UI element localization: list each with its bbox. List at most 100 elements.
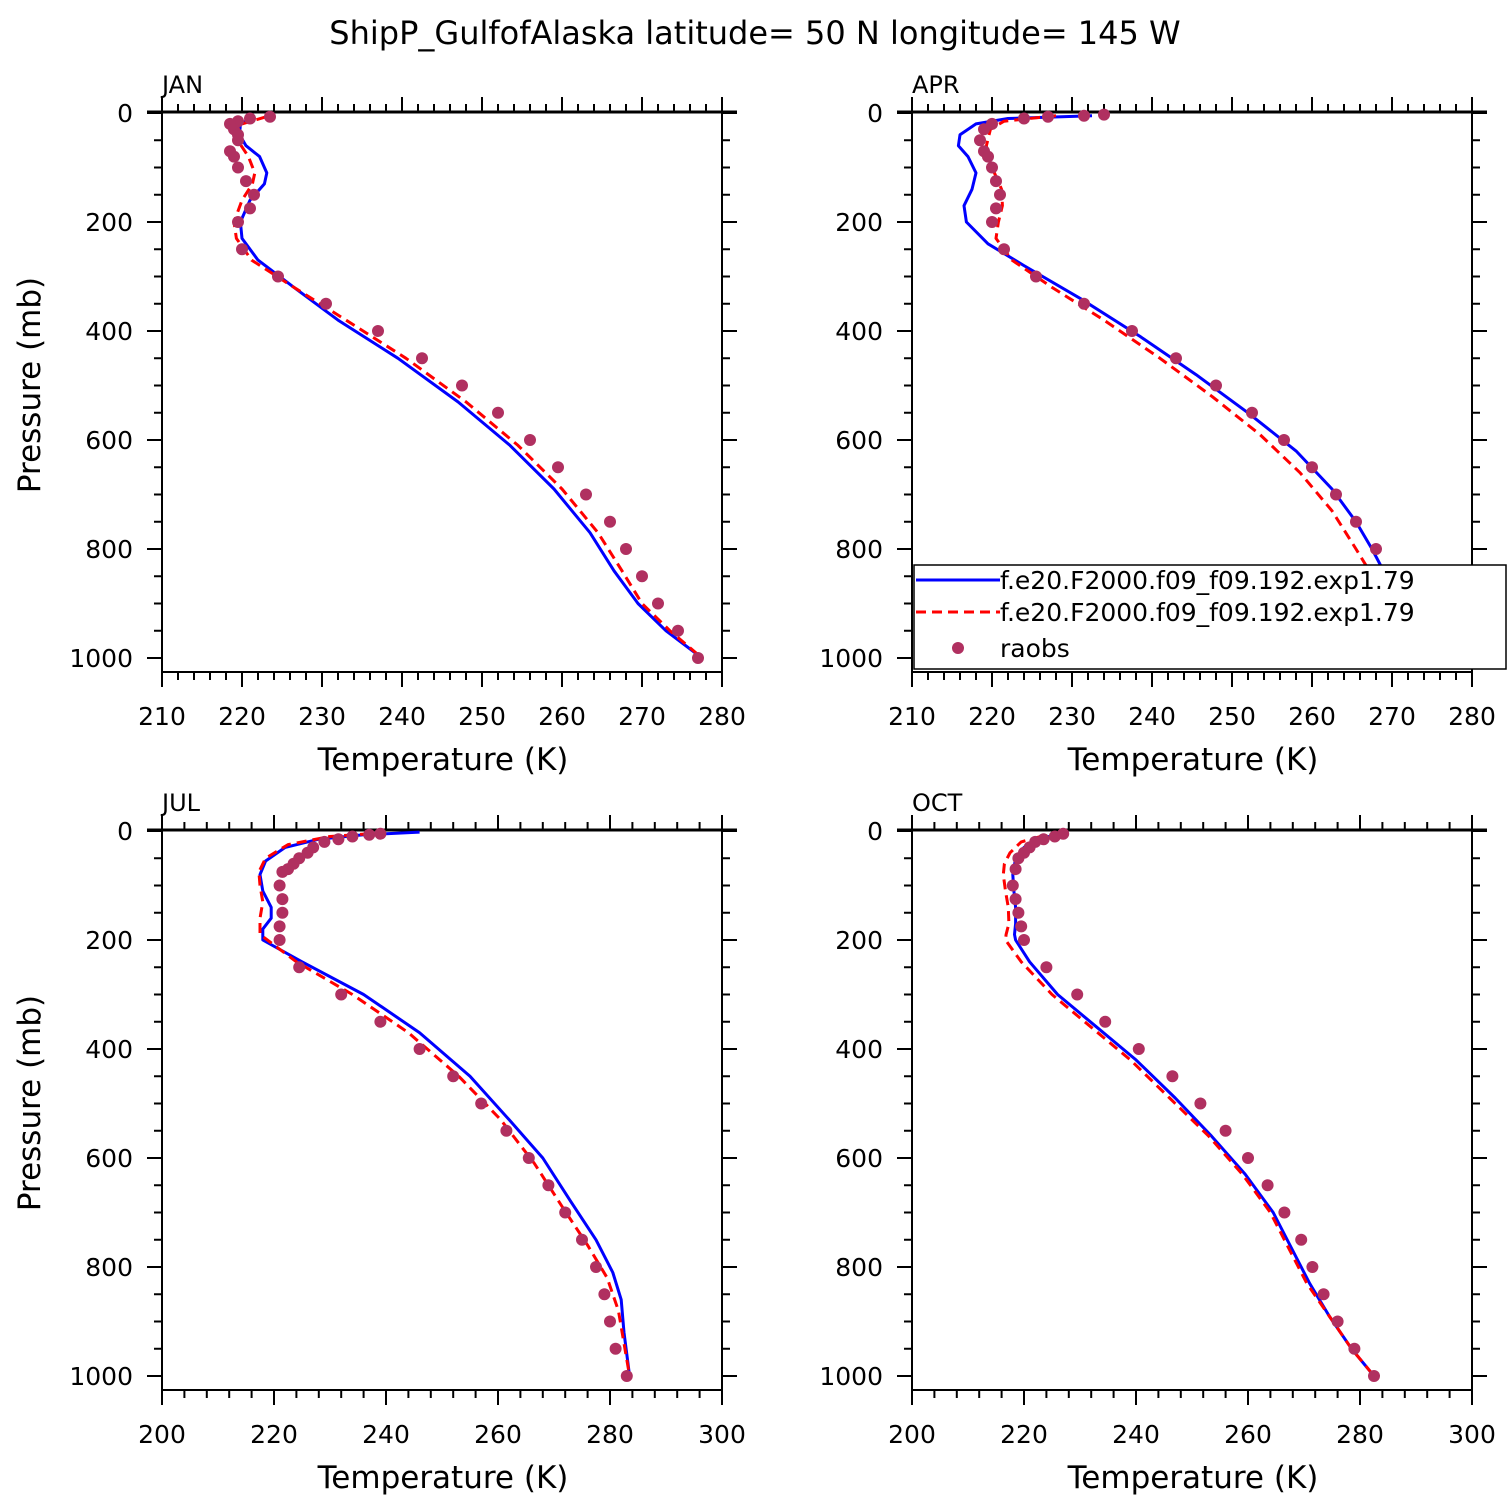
y-tick-label: 600: [85, 1144, 133, 1173]
y-tick-label: 800: [85, 1253, 133, 1282]
x-tick-label: 240: [1128, 702, 1176, 731]
y-tick-label: 0: [117, 99, 133, 128]
raobs-point: [620, 1370, 633, 1382]
raobs-point: [1242, 1152, 1254, 1164]
raobs-point: [1078, 109, 1090, 122]
x-tick-label: 270: [1368, 702, 1416, 731]
raobs-point: [320, 297, 332, 310]
raobs-point: [1018, 934, 1030, 946]
x-axis-label: Temperature (K): [1067, 742, 1319, 778]
raobs-point: [1015, 920, 1028, 933]
raobs-point: [1246, 406, 1258, 419]
raobs-point: [240, 175, 252, 188]
raobs-point: [248, 188, 260, 201]
raobs-point: [1030, 270, 1042, 283]
y-axis-label: Pressure (mb): [12, 277, 48, 493]
raobs-point: [982, 150, 994, 163]
raobs-point: [1078, 297, 1090, 310]
y-tick-label: 1000: [69, 1362, 133, 1391]
series-line-dashed: [257, 831, 632, 1377]
raobs-point: [273, 879, 286, 892]
panel-jul: JUL Temperature (K) Pressure (mb) 0 200 40…: [12, 789, 746, 1496]
legend-box: [913, 564, 1507, 670]
raobs-point: [416, 352, 428, 365]
x-tick-label: 300: [1448, 1420, 1496, 1449]
raobs-point: [1170, 352, 1182, 365]
raobs-point: [372, 325, 384, 337]
raobs-point: [990, 175, 1002, 188]
legend: f.e20.F2000.f09_f09.192.exp1.79 f.e20.F2…: [913, 564, 1507, 670]
raobs-point: [318, 835, 331, 848]
raobs-point: [374, 1015, 387, 1028]
y-tick-label: 600: [835, 426, 883, 455]
raobs-point: [986, 216, 998, 228]
raobs-point: [1018, 112, 1030, 125]
raobs-point: [1048, 830, 1061, 843]
raobs-point: [1261, 1179, 1274, 1192]
panel-oct: OCT Temperature (K) 02004006008001000200…: [819, 789, 1495, 1496]
raobs-point: [1278, 434, 1290, 446]
legend-label: raobs: [1000, 634, 1070, 663]
x-tick-label: 260: [1224, 1420, 1272, 1449]
raobs-point: [1126, 325, 1138, 337]
raobs-point: [1132, 1043, 1145, 1055]
raobs-point: [492, 406, 504, 419]
x-axis-label: Temperature (K): [317, 742, 569, 778]
legend-label: f.e20.F2000.f09_f09.192.exp1.79: [1000, 598, 1415, 627]
figure-title: ShipP_GulfofAlaska latitude= 50 N longit…: [329, 14, 1180, 52]
panel-label: JAN: [160, 71, 203, 99]
x-tick-label: 230: [298, 702, 346, 731]
raobs-point: [413, 1043, 426, 1055]
raobs-point: [456, 379, 468, 392]
x-tick-label: 200: [138, 1420, 186, 1449]
raobs-point: [1009, 863, 1022, 876]
raobs-point: [1368, 1370, 1380, 1382]
raobs-point: [1012, 852, 1025, 865]
panel-label: OCT: [912, 789, 963, 817]
raobs-point: [1194, 1097, 1207, 1110]
y-tick-label: 200: [835, 208, 883, 237]
x-tick-label: 200: [888, 1420, 936, 1449]
raobs-point: [998, 243, 1010, 256]
x-tick-label: 220: [250, 1420, 298, 1449]
x-axis-label: Temperature (K): [1067, 1460, 1319, 1496]
raobs-point: [273, 934, 286, 946]
raobs-point: [273, 920, 286, 933]
x-tick-label: 300: [698, 1420, 746, 1449]
y-tick-label: 400: [85, 1035, 133, 1064]
raobs-point: [1071, 988, 1084, 1001]
x-tick-label: 260: [474, 1420, 522, 1449]
series-line-solid: [258, 830, 632, 1377]
raobs-point: [232, 161, 244, 174]
raobs-point: [1040, 961, 1053, 974]
raobs-point: [332, 833, 345, 846]
legend-label: f.e20.F2000.f09_f09.192.exp1.79: [1000, 566, 1415, 595]
raobs-point: [604, 515, 616, 528]
raobs-point: [272, 270, 284, 283]
y-tick-label: 200: [835, 926, 883, 955]
raobs-point: [559, 1206, 572, 1219]
raobs-point: [1330, 488, 1342, 501]
raobs-point: [475, 1097, 488, 1110]
x-tick-label: 280: [1336, 1420, 1384, 1449]
panel-jan: JAN Temperature (K) Pressure (mb) 0 200 40…: [12, 71, 746, 778]
raobs-point: [1098, 108, 1110, 121]
raobs-point: [974, 134, 986, 147]
y-tick-label: 400: [835, 1035, 883, 1064]
x-tick-label: 240: [378, 702, 426, 731]
raobs-point: [978, 123, 990, 136]
raobs-point: [1278, 1206, 1291, 1219]
y-tick-label: 1000: [819, 1362, 883, 1391]
raobs-point: [276, 865, 289, 878]
x-tick-label: 280: [586, 1420, 634, 1449]
raobs-point: [604, 1315, 616, 1328]
raobs-point: [598, 1288, 611, 1301]
raobs-point: [524, 434, 536, 446]
raobs-point: [552, 461, 564, 474]
raobs-point: [1009, 893, 1022, 906]
x-tick-label: 240: [1112, 1420, 1160, 1449]
raobs-point: [1166, 1070, 1179, 1083]
x-tick-label: 260: [1288, 702, 1336, 731]
legend-marker: [952, 642, 964, 654]
raobs-point: [447, 1070, 460, 1083]
